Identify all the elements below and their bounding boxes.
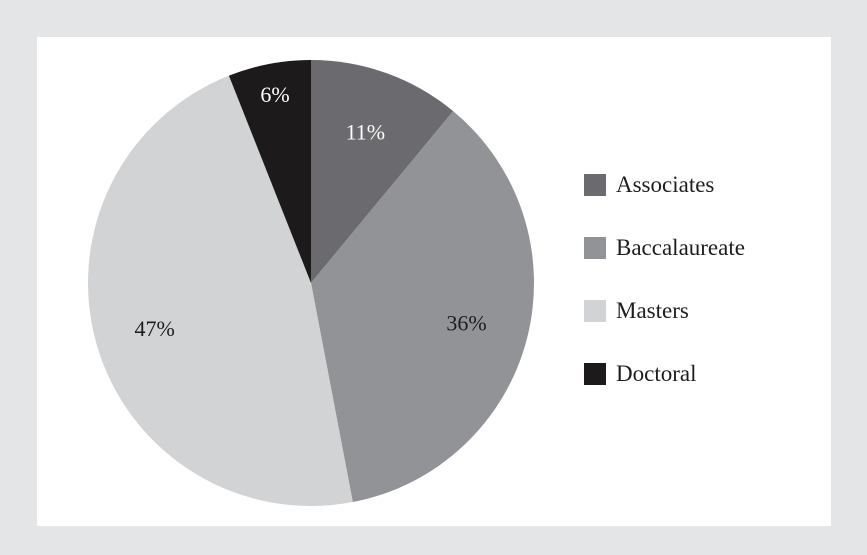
legend-swatch-doctoral xyxy=(584,363,606,385)
pie-slice-masters xyxy=(87,75,353,507)
pie-label-doctoral: 6% xyxy=(260,82,289,107)
legend-item-associates: Associates xyxy=(584,172,745,197)
pie-chart: 11% 36% 47% 6% xyxy=(87,60,534,507)
chart-legend: Associates Baccalaureate Masters Doctora… xyxy=(584,172,745,426)
legend-swatch-masters xyxy=(584,300,606,322)
pie-label-baccalaureate: 36% xyxy=(446,310,486,335)
pie-slice-doctoral xyxy=(228,60,311,283)
pie-label-masters: 47% xyxy=(135,316,175,341)
legend-item-baccalaureate: Baccalaureate xyxy=(584,235,745,260)
legend-item-doctoral: Doctoral xyxy=(584,361,745,386)
legend-swatch-baccalaureate xyxy=(584,237,606,259)
pie-slice-baccalaureate xyxy=(311,111,534,503)
pie-slice-associates xyxy=(311,60,454,283)
legend-label-associates: Associates xyxy=(616,172,715,197)
legend-swatch-associates xyxy=(584,174,606,196)
legend-label-masters: Masters xyxy=(616,298,689,323)
legend-label-doctoral: Doctoral xyxy=(616,361,697,386)
legend-item-masters: Masters xyxy=(584,298,745,323)
legend-label-baccalaureate: Baccalaureate xyxy=(616,235,745,260)
pie-label-associates: 11% xyxy=(346,119,386,144)
chart-panel: 11% 36% 47% 6% Associates Baccalaureate Mas… xyxy=(37,37,831,526)
